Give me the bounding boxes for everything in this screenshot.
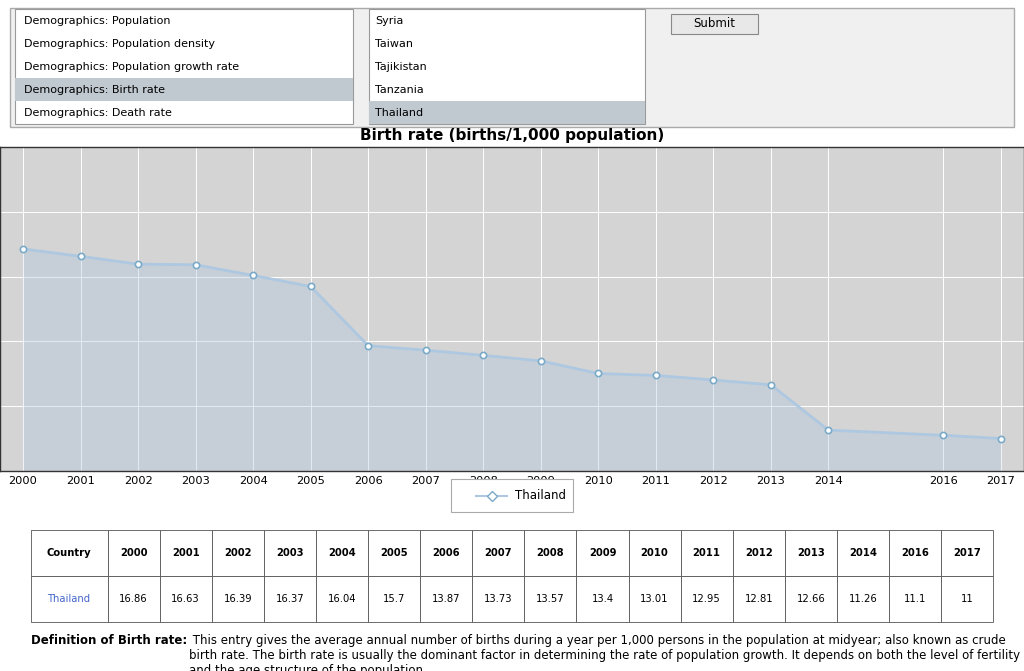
Text: 16.63: 16.63 [171, 594, 200, 604]
Text: Taiwan: Taiwan [375, 39, 413, 49]
Bar [108, 530, 160, 576]
Text: Demographics: Population growth rate: Demographics: Population growth rate [24, 62, 239, 72]
Text: 2003: 2003 [276, 548, 304, 558]
Bar [629, 576, 681, 622]
Text: 2017: 2017 [953, 548, 981, 558]
X-axis label: Year: Year [498, 491, 526, 505]
Text: 2004: 2004 [328, 548, 356, 558]
Text: 2012: 2012 [744, 548, 773, 558]
Bar [15, 78, 353, 101]
Bar [733, 530, 784, 576]
Text: 2011: 2011 [692, 548, 721, 558]
Text: 2005: 2005 [380, 548, 408, 558]
Bar [369, 101, 645, 124]
Text: Demographics: Birth rate: Demographics: Birth rate [24, 85, 165, 95]
Text: 13.87: 13.87 [432, 594, 461, 604]
Text: Demographics: Death rate: Demographics: Death rate [24, 107, 171, 117]
Text: 2014: 2014 [849, 548, 877, 558]
Bar [368, 530, 420, 576]
Text: Tajikistan: Tajikistan [375, 62, 427, 72]
Text: 12.95: 12.95 [692, 594, 721, 604]
Bar [31, 576, 108, 622]
Bar [420, 530, 472, 576]
Bar [451, 479, 573, 512]
Bar [889, 530, 941, 576]
Bar [420, 576, 472, 622]
Bar [264, 530, 316, 576]
Bar [524, 576, 577, 622]
Bar [160, 530, 212, 576]
Text: 11: 11 [961, 594, 974, 604]
Text: 13.73: 13.73 [484, 594, 513, 604]
Bar [472, 576, 524, 622]
Text: Submit: Submit [693, 17, 735, 30]
Text: Syria: Syria [375, 15, 403, 25]
Bar [889, 576, 941, 622]
Bar [733, 576, 784, 622]
Text: 15.7: 15.7 [383, 594, 406, 604]
Text: 12.81: 12.81 [744, 594, 773, 604]
Bar [369, 9, 645, 124]
Bar [264, 576, 316, 622]
Text: 16.37: 16.37 [275, 594, 304, 604]
Text: 16.04: 16.04 [328, 594, 356, 604]
Text: Demographics: Population: Demographics: Population [24, 15, 170, 25]
Bar [837, 530, 889, 576]
Text: Demographics: Population density: Demographics: Population density [24, 39, 215, 49]
Text: 12.66: 12.66 [797, 594, 825, 604]
Text: Birth rate (births/1,000 population): Birth rate (births/1,000 population) [359, 127, 665, 143]
Text: Thailand: Thailand [47, 594, 91, 604]
Bar [472, 530, 524, 576]
Text: 2007: 2007 [484, 548, 512, 558]
Text: Country: Country [47, 548, 91, 558]
Text: 2013: 2013 [797, 548, 824, 558]
Bar [108, 576, 160, 622]
Bar [212, 576, 264, 622]
Text: Thailand: Thailand [515, 489, 566, 502]
Text: 11.1: 11.1 [904, 594, 927, 604]
Text: 11.26: 11.26 [849, 594, 878, 604]
Bar [629, 530, 681, 576]
Bar [941, 530, 993, 576]
Bar [316, 530, 368, 576]
Bar [671, 14, 758, 34]
Bar [316, 576, 368, 622]
Bar [31, 530, 108, 576]
Text: 2016: 2016 [901, 548, 929, 558]
Text: Definition of Birth rate:: Definition of Birth rate: [31, 634, 187, 648]
Text: 16.39: 16.39 [223, 594, 252, 604]
Text: 2001: 2001 [172, 548, 200, 558]
Bar [160, 576, 212, 622]
Text: 2002: 2002 [224, 548, 252, 558]
Text: 16.86: 16.86 [119, 594, 147, 604]
Text: Thailand: Thailand [375, 107, 423, 117]
Text: Tanzania: Tanzania [375, 85, 424, 95]
Text: 2010: 2010 [641, 548, 669, 558]
Bar [15, 9, 353, 124]
Bar [941, 576, 993, 622]
Bar [212, 530, 264, 576]
Bar [784, 530, 837, 576]
Text: 13.01: 13.01 [640, 594, 669, 604]
Text: 2009: 2009 [589, 548, 616, 558]
Text: This entry gives the average annual number of births during a year per 1,000 per: This entry gives the average annual numb… [189, 634, 1021, 671]
Bar [784, 576, 837, 622]
Text: 2000: 2000 [120, 548, 147, 558]
Bar [368, 576, 420, 622]
Bar [681, 530, 733, 576]
Bar [837, 576, 889, 622]
Text: 2008: 2008 [537, 548, 564, 558]
Bar [577, 530, 629, 576]
Text: 13.57: 13.57 [537, 594, 564, 604]
Bar [577, 576, 629, 622]
Text: 2006: 2006 [432, 548, 460, 558]
Bar [524, 530, 577, 576]
Text: 13.4: 13.4 [592, 594, 613, 604]
Bar [681, 576, 733, 622]
